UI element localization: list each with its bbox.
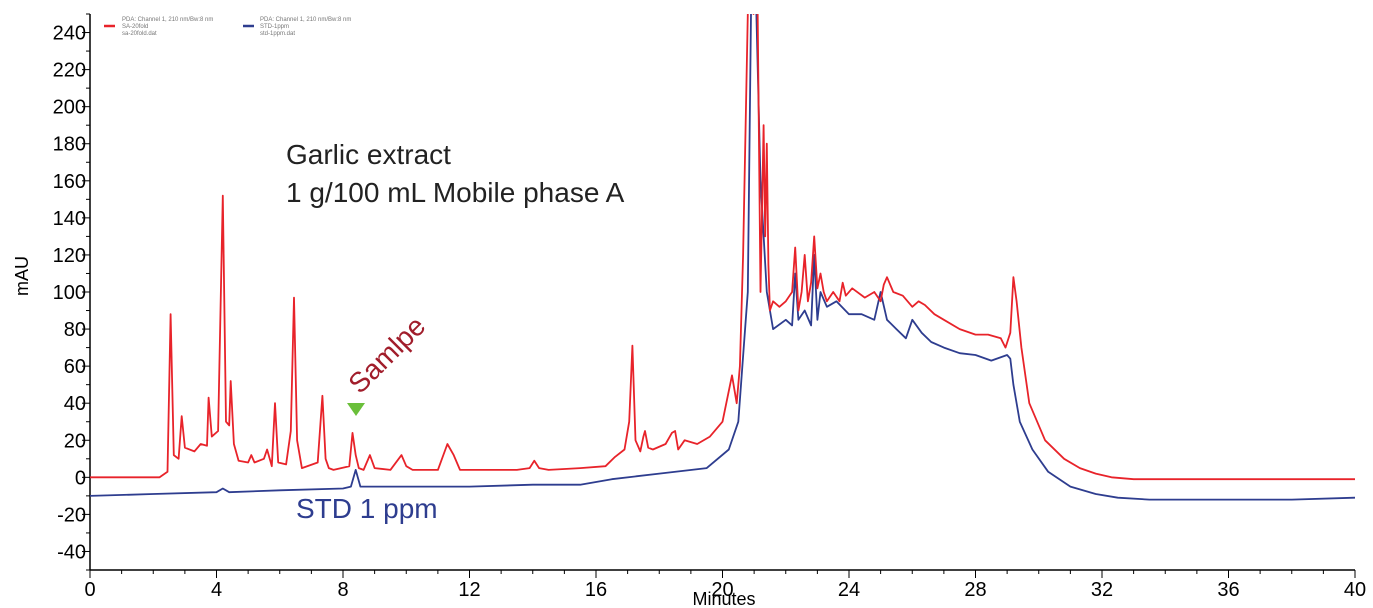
y-tick-label: 200 <box>53 97 86 119</box>
annotation-title-line1: Garlic extract <box>286 139 451 170</box>
series-lines <box>90 14 1355 501</box>
y-tick-label: 160 <box>53 171 86 193</box>
y-tick-label: 100 <box>53 282 86 304</box>
legend-std-line2: STD-1ppm <box>260 24 289 30</box>
y-tick-label: 60 <box>64 356 86 378</box>
y-tick-label: -20 <box>57 504 86 526</box>
legend-sample-line1: PDA: Channel 1, 210 nm/Bw:8 nm <box>122 17 213 23</box>
x-tick-label: 28 <box>964 579 986 601</box>
legend-sample-line2: SA-20fold <box>122 24 148 30</box>
x-tick-label: 20 <box>711 579 733 601</box>
x-tick-label: 32 <box>1091 579 1113 601</box>
x-tick-label: 4 <box>211 579 222 601</box>
legend-item-std: PDA: Channel 1, 210 nm/Bw:8 nm STD-1ppm … <box>243 17 351 37</box>
x-ticks: 0 4 8 12 16 20 24 28 32 36 40 <box>84 570 1366 601</box>
axes <box>89 14 1355 571</box>
y-tick-label: 20 <box>64 430 86 452</box>
legend: PDA: Channel 1, 210 nm/Bw:8 nm SA-20fold… <box>104 17 351 37</box>
y-tick-label: 140 <box>53 208 86 230</box>
annotation-title-line2: 1 g/100 mL Mobile phase A <box>286 177 625 208</box>
y-axis-title: mAU <box>12 256 32 296</box>
x-axis-title: Minutes <box>692 589 755 608</box>
legend-sample-line3: sa-20fold.dat <box>122 31 157 37</box>
series-line-sample <box>90 14 1355 481</box>
y-tick-label: 180 <box>53 134 86 156</box>
x-tick-label: 24 <box>838 579 860 601</box>
legend-std-line1: PDA: Channel 1, 210 nm/Bw:8 nm <box>260 17 351 23</box>
y-tick-label: -40 <box>57 541 86 563</box>
legend-std-line3: std-1ppm.dat <box>260 31 295 37</box>
y-tick-label: 0 <box>75 467 86 489</box>
y-tick-label: 120 <box>53 245 86 267</box>
sample-marker-triangle-icon <box>347 403 365 416</box>
annotation-std-label: STD 1 ppm <box>296 493 438 524</box>
y-ticks: -40 -20 0 20 40 60 80 100 120 140 160 180 200 220 240 <box>53 13 90 571</box>
x-tick-label: 40 <box>1344 579 1366 601</box>
y-tick-label: 220 <box>53 60 86 82</box>
y-tick-label: 40 <box>64 393 86 415</box>
x-tick-label: 16 <box>585 579 607 601</box>
legend-item-sample: PDA: Channel 1, 210 nm/Bw:8 nm SA-20fold… <box>104 17 213 37</box>
x-tick-label: 12 <box>458 579 480 601</box>
x-tick-label: 8 <box>337 579 348 601</box>
x-tick-label: 0 <box>84 579 95 601</box>
annotation-sample-label: Samlpe <box>342 310 431 399</box>
x-tick-label: 36 <box>1217 579 1239 601</box>
series-line-std <box>90 14 1355 501</box>
y-tick-label: 240 <box>53 23 86 45</box>
y-tick-label: 80 <box>64 319 86 341</box>
